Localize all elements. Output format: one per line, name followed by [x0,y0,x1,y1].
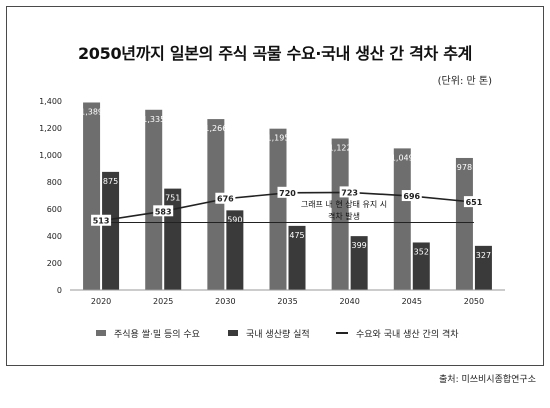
gap-data-label: 513 [93,217,110,226]
gap-label-background [401,190,422,202]
bar-production [350,236,368,290]
legend-label-production: 국내 생산량 실적 [246,329,310,340]
y-tick-label: 800 [47,178,62,187]
gap-label-background [339,186,360,198]
bar-production [288,225,306,290]
gap-label-background [215,192,236,204]
gap-data-label: 723 [341,188,358,197]
legend-swatch-demand [96,330,106,336]
data-label-production: 399 [352,241,367,250]
gap-data-label: 696 [403,192,420,201]
annotation-text: 그래프 내 현 상태 유지 시 [301,199,387,209]
data-label-production: 590 [227,215,242,224]
legend-item-production: 국내 생산량 실적 [228,326,310,340]
data-label-demand: 1,122 [329,144,352,153]
legend-label-demand: 주식용 쌀·밀 등의 수요 [114,329,200,340]
legend-label-gap: 수요와 국내 생산 간의 격차 [356,329,459,340]
bar-demand [269,128,287,290]
gap-data-label: 583 [155,207,172,216]
data-label-demand: 1,266 [204,124,227,133]
data-label-production: 751 [165,194,180,203]
data-label-demand: 978 [457,163,472,172]
gap-label-background [153,205,174,217]
bar-demand [83,102,101,290]
y-tick-label: 200 [47,259,62,268]
bar-production [412,242,430,290]
bar-production [164,188,182,290]
legend-swatch-production [228,330,238,336]
data-label-demand: 1,389 [80,107,103,116]
source-note: 출처: 미쓰비시종합연구소 [439,375,536,385]
x-tick-label: 2045 [402,297,422,306]
x-tick-label: 2035 [277,297,297,306]
data-label-demand: 1,049 [391,153,414,162]
legend-item-gap: 수요와 국내 생산 간의 격차 [336,326,459,340]
y-tick-label: 1,400 [39,97,62,106]
bar-production [474,245,492,290]
gap-label-background [463,196,484,208]
gap-label-background [91,214,112,226]
x-tick-label: 2020 [91,297,111,306]
gap-data-label: 720 [279,189,296,198]
annotation-text: 격차 발생 [328,211,360,221]
bar-demand [455,157,473,290]
bar-demand [145,109,163,291]
legend-item-demand: 주식용 쌀·밀 등의 수요 [96,326,200,340]
x-tick-label: 2030 [215,297,235,306]
legend-line-gap [336,332,348,334]
data-label-demand: 1,195 [267,134,290,143]
unit-label: (단위: 만 톤) [437,76,492,87]
y-tick-label: 0 [57,286,62,295]
y-tick-label: 1,200 [39,124,62,133]
gap-data-label: 651 [466,198,483,207]
gap-data-label: 676 [217,195,234,204]
bar-demand [393,148,411,290]
data-label-production: 475 [289,231,304,240]
data-label-production: 875 [103,177,118,186]
data-label-production: 327 [476,251,491,260]
data-label-production: 352 [414,247,429,256]
data-label-demand: 1,335 [142,115,165,124]
x-tick-label: 2050 [464,297,484,306]
chart-title: 2050년까지 일본의 주식 곡물 수요·국내 생산 간 격차 추계 [77,44,473,63]
y-tick-label: 400 [47,232,62,241]
bar-demand [207,119,225,290]
bar-production [102,171,120,290]
x-tick-label: 2025 [153,297,173,306]
bar-production [226,210,244,290]
y-tick-label: 1,000 [39,151,62,160]
x-tick-label: 2040 [339,297,359,306]
y-tick-label: 600 [47,205,62,214]
bar-demand [331,138,349,290]
gap-label-background [277,186,298,198]
